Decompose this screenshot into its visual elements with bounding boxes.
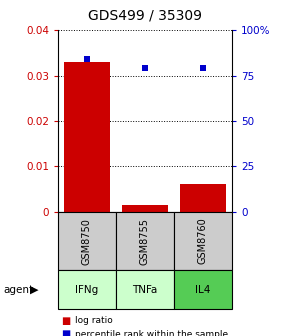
Text: log ratio: log ratio xyxy=(75,317,113,325)
Bar xyxy=(180,184,226,212)
Text: GSM8755: GSM8755 xyxy=(140,218,150,264)
Text: ▶: ▶ xyxy=(30,285,39,295)
Bar xyxy=(58,212,116,270)
Text: ■: ■ xyxy=(61,316,70,326)
Bar xyxy=(174,212,232,270)
Text: agent: agent xyxy=(3,285,33,295)
Bar xyxy=(116,212,174,270)
Bar xyxy=(64,62,110,212)
Text: GSM8760: GSM8760 xyxy=(198,218,208,264)
Text: TNFa: TNFa xyxy=(132,285,158,295)
Text: GDS499 / 35309: GDS499 / 35309 xyxy=(88,8,202,23)
Text: GSM8750: GSM8750 xyxy=(82,218,92,264)
Text: IL4: IL4 xyxy=(195,285,211,295)
Text: percentile rank within the sample: percentile rank within the sample xyxy=(75,330,229,336)
Bar xyxy=(116,270,174,309)
Bar xyxy=(58,270,116,309)
Bar xyxy=(122,205,168,212)
Text: IFNg: IFNg xyxy=(75,285,99,295)
Text: ■: ■ xyxy=(61,329,70,336)
Bar xyxy=(174,270,232,309)
